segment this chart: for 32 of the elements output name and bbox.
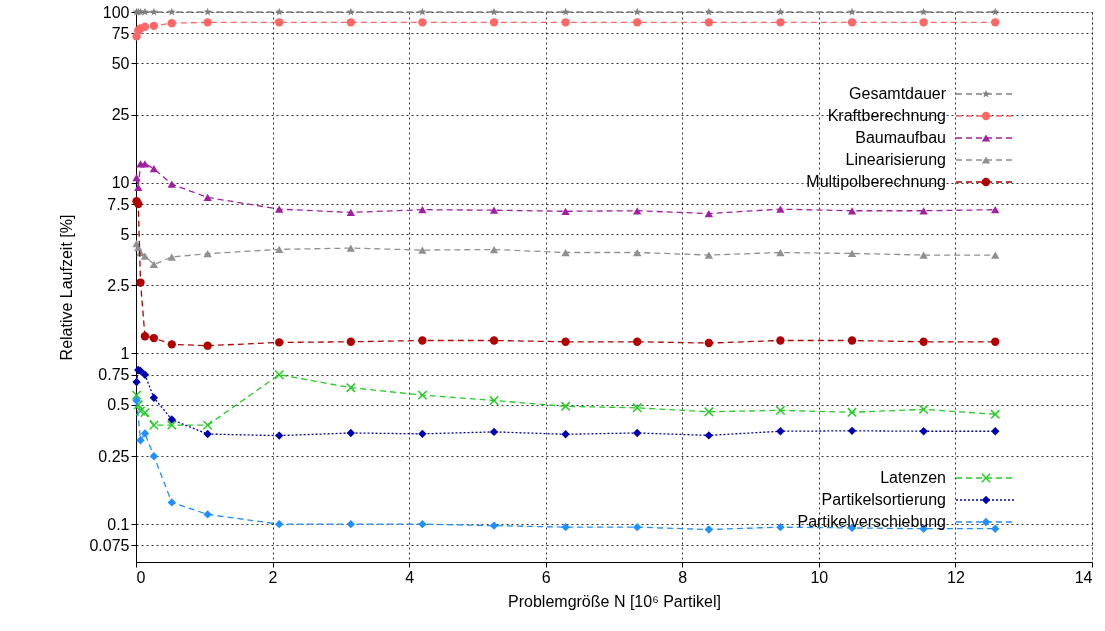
legend-label: Latenzen bbox=[880, 469, 946, 486]
y-tick-label: 7.5 bbox=[107, 195, 130, 213]
legend-label: Partikelverschiebung bbox=[797, 513, 946, 530]
legend-label: Multipolberechnung bbox=[806, 173, 946, 190]
legend-label: Linearisierung bbox=[845, 151, 946, 168]
x-tick-label: 8 bbox=[678, 568, 688, 586]
x-tick-label: 2 bbox=[268, 568, 278, 586]
y-tick-label: 0.075 bbox=[89, 536, 130, 554]
y-tick-label: 0.5 bbox=[107, 396, 130, 414]
x-tick-label: 14 bbox=[1074, 568, 1093, 586]
x-tick-label: 4 bbox=[405, 568, 415, 586]
y-tick-label: 100 bbox=[102, 3, 130, 21]
y-tick-label: 0.1 bbox=[107, 515, 130, 533]
y-tick-label: 10 bbox=[111, 174, 130, 192]
y-tick-label: 2.5 bbox=[107, 276, 130, 294]
legend-label: Gesamtdauer bbox=[849, 85, 947, 102]
y-axis-title: Relative Laufzeit [%] bbox=[58, 214, 76, 361]
y-tick-label: 75 bbox=[111, 24, 130, 42]
x-axis-title: Problemgröße N [10⁶ Partikel] bbox=[508, 592, 721, 610]
legend-label: Baumaufbau bbox=[855, 129, 946, 146]
x-tick-label: 12 bbox=[947, 568, 965, 586]
y-tick-label: 0.25 bbox=[98, 447, 130, 465]
legend-label: Partikelsortierung bbox=[821, 491, 946, 508]
x-tick-label: 0 bbox=[136, 568, 146, 586]
y-tick-label: 1 bbox=[120, 344, 130, 362]
x-tick-label: 6 bbox=[541, 568, 551, 586]
y-tick-label: 5 bbox=[120, 225, 130, 243]
x-tick-label: 10 bbox=[810, 568, 829, 586]
y-tick-label: 0.75 bbox=[98, 366, 130, 384]
y-tick-label: 50 bbox=[111, 54, 130, 72]
y-tick-label: 25 bbox=[111, 106, 130, 124]
legend-label: Kraftberechnung bbox=[827, 107, 946, 124]
